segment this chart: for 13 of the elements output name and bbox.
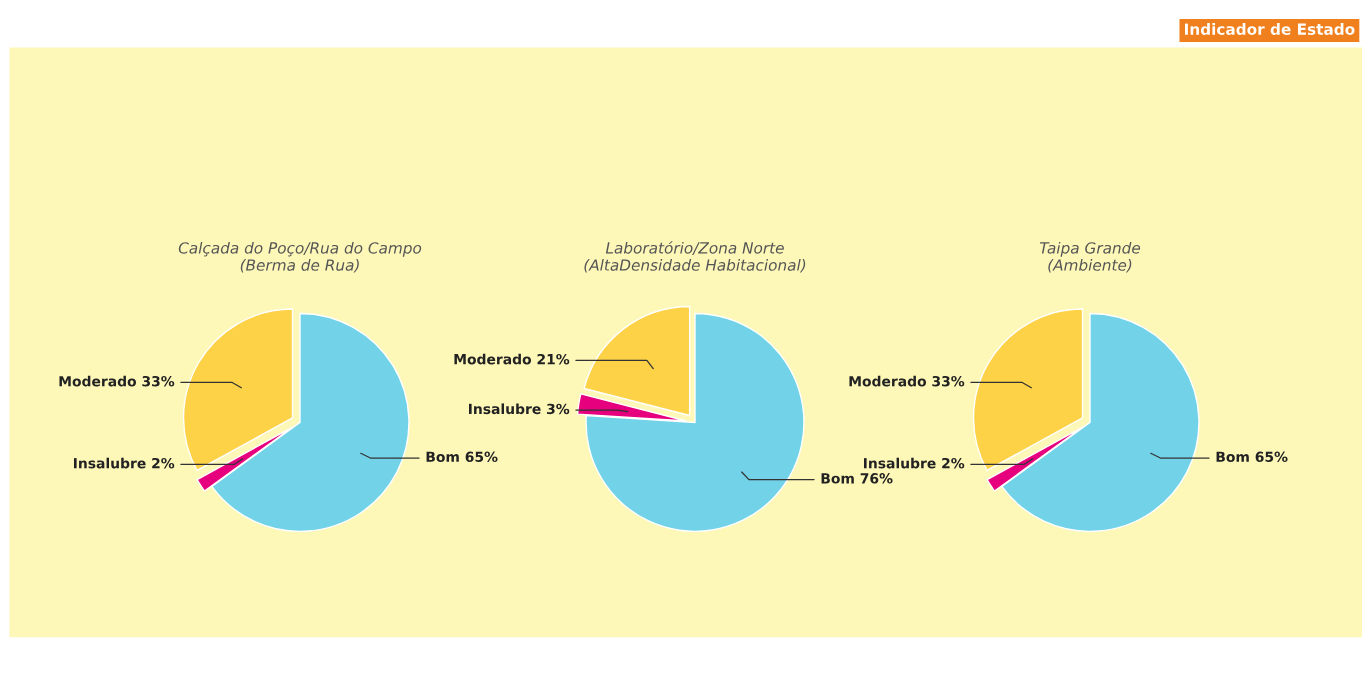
slice-label: Insalubre 2% — [864, 457, 965, 469]
slice-label: Moderado 33% — [59, 375, 175, 387]
text: Indicador de Estado — [1185, 23, 1355, 35]
chart-title: Laboratório/Zona Norte (AltaDensidade Habitacional) — [584, 241, 806, 273]
slice-label: Bom 65% — [1216, 451, 1288, 463]
slice-label: Moderado 21% — [454, 353, 570, 365]
slice-label: Insalubre 3% — [469, 403, 570, 415]
slice-label: Moderado 33% — [849, 375, 965, 387]
slice-label: Bom 76% — [821, 473, 893, 484]
slice-label: Insalubre 2% — [74, 457, 175, 469]
chart-title: Calçada do Poço/Rua do Campo (Berma de Rua) — [178, 241, 422, 273]
chart-title: Taipa Grande (Ambiente) — [1039, 241, 1141, 273]
slice-label: Bom 65% — [426, 451, 498, 463]
